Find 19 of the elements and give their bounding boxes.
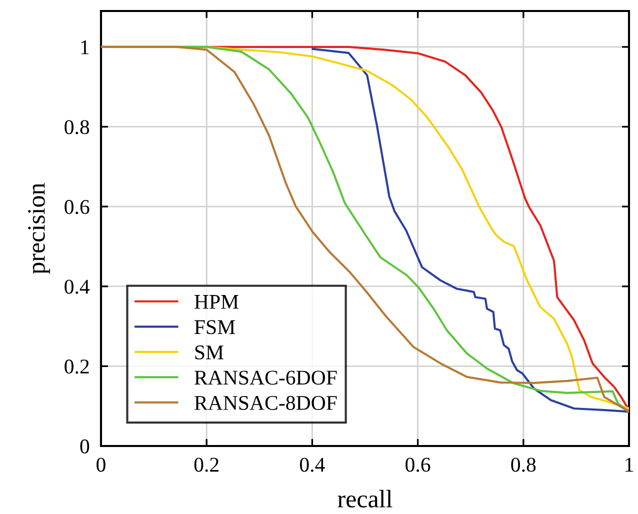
legend-label: RANSAC-6DOF xyxy=(194,370,337,385)
legend-label: SM xyxy=(195,345,224,360)
y-tick-label: 0.8 xyxy=(64,120,90,134)
legend-label: HPM xyxy=(194,295,238,309)
x-tick-label: 0.2 xyxy=(194,458,218,472)
x-tick-label: 0.4 xyxy=(300,458,325,472)
y-tick-label: 0.4 xyxy=(64,280,90,294)
x-axis-title: recall xyxy=(338,490,392,508)
legend-label: FSM xyxy=(194,320,236,334)
x-tick-label: 0 xyxy=(96,458,106,472)
y-tick-label: 0.2 xyxy=(64,360,89,374)
y-tick-label: 1 xyxy=(81,40,89,54)
legend-label: RANSAC-8DOF xyxy=(194,396,337,410)
y-tick-label: 0.6 xyxy=(64,200,90,214)
x-tick-label: 0.8 xyxy=(511,458,536,472)
y-tick-label: 0 xyxy=(80,439,90,454)
x-tick-label: 1 xyxy=(626,458,633,472)
y-axis-title: precision xyxy=(28,183,50,274)
x-tick-label: 0.6 xyxy=(406,458,430,472)
